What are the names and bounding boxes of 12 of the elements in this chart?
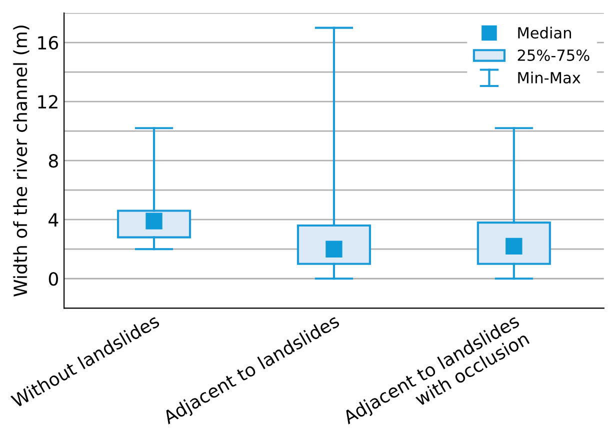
y-tick-label: 4 (48, 213, 58, 226)
y-tick-label: 8 (48, 154, 58, 168)
point (506, 238, 522, 254)
point (146, 212, 162, 230)
y-tick-label: 16 (38, 36, 58, 50)
legend-label: 25%-75% (518, 49, 590, 62)
y-tick-label: 0 (48, 272, 58, 286)
annotation: Min-Max (518, 72, 580, 84)
legend-label: Median (518, 26, 571, 39)
y-tick-label: 12 (38, 95, 58, 108)
point (326, 240, 342, 258)
y-axis-title: Width of the river channel (m) (13, 26, 30, 296)
